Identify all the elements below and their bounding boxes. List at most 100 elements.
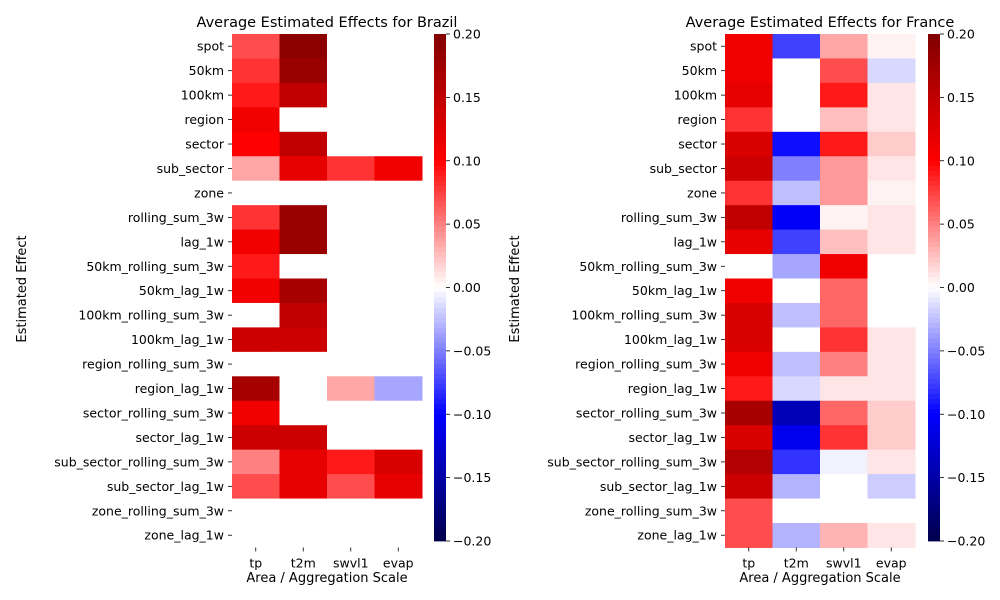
colorbar-tick-label: 0.00 (453, 280, 481, 295)
colorbar-segment (434, 312, 446, 319)
colorbar-segment (434, 84, 446, 91)
colorbar-tick-label: −0.15 (947, 470, 985, 485)
heatmap-cell (279, 34, 328, 59)
colorbar-segment (928, 419, 940, 425)
colorbar-segment (928, 216, 940, 222)
colorbar-segment (928, 140, 940, 146)
colorbar-segment (928, 388, 940, 395)
colorbar-segment (434, 206, 446, 212)
heatmap-cell (867, 254, 916, 279)
colorbar-segment (928, 99, 940, 106)
heatmap-cell (867, 278, 916, 304)
colorbar-segment (434, 277, 446, 283)
x-tick-label: swvl1 (333, 555, 369, 570)
colorbar-segment (434, 419, 446, 425)
heatmap-cell (820, 425, 868, 451)
heatmap-cell (374, 278, 423, 304)
heatmap-cell (772, 107, 821, 133)
heatmap-cell (725, 327, 773, 353)
colorbar-segment (434, 257, 446, 263)
heatmap-cell (374, 156, 423, 182)
y-tick-label: sub_sector (650, 161, 718, 176)
heatmap-cell (725, 131, 773, 157)
heatmap-cell (867, 498, 916, 524)
y-tick-label: rolling_sum_3w (128, 210, 224, 225)
colorbar-segment (928, 110, 940, 116)
heatmap-cell (725, 474, 773, 500)
y-tick-label: 50km (682, 63, 717, 78)
heatmap-cell (232, 523, 280, 548)
colorbar-segment (434, 287, 446, 293)
colorbar-segment (434, 297, 446, 304)
heatmap-cell (327, 107, 375, 133)
colorbar-segment (434, 104, 446, 111)
colorbar-segment (434, 64, 446, 70)
heatmap-cell (232, 474, 280, 500)
colorbar-segment (928, 252, 940, 258)
colorbar-segment (434, 449, 446, 456)
heatmap-cell (820, 523, 868, 548)
colorbar-segment (434, 135, 446, 141)
heatmap-cell (279, 523, 328, 548)
heatmap-cell (772, 376, 821, 402)
y-tick-label: region_lag_1w (135, 381, 224, 396)
colorbar-segment (434, 328, 446, 334)
heatmap-cell (867, 58, 916, 84)
colorbar-segment (928, 459, 940, 466)
colorbar-segment (928, 343, 940, 349)
colorbar-segment (434, 54, 446, 60)
heatmap-cell (374, 205, 423, 231)
colorbar-segment (928, 485, 940, 491)
heatmap-cell (232, 205, 280, 231)
colorbar-segment (434, 120, 446, 126)
heatmap-france: Average Estimated Effects for France spo… (508, 15, 985, 586)
colorbar-segment (434, 429, 446, 435)
colorbar-segment (928, 74, 940, 81)
colorbar-tick-label: 0.10 (453, 153, 481, 168)
heatmap-brazil: Average Estimated Effects for Brazil spo… (15, 15, 491, 586)
colorbar-segment (434, 74, 446, 81)
heatmap-cell (867, 425, 916, 451)
heatmap-cell (867, 327, 916, 353)
heatmap-cell (772, 302, 821, 328)
x-axis-label: Area / Aggregation Scale (739, 571, 900, 586)
colorbar-segment (434, 160, 446, 167)
heatmap-cell (279, 254, 328, 279)
colorbar-segment (928, 454, 940, 461)
colorbar: 0.20 0.15 0.10 0.05 0.00 −0.05 −0.10 −0.15 −0.20 (928, 27, 985, 549)
colorbar-segment (434, 89, 446, 96)
y-tick-label: sub_sector_rolling_sum_3w (54, 454, 224, 469)
heatmap-cell (820, 351, 868, 377)
colorbar-segment (434, 333, 446, 339)
colorbar-segment (434, 34, 446, 40)
heatmap-cell (374, 474, 423, 500)
colorbar-segment (928, 115, 940, 121)
colorbar-segment (928, 201, 940, 207)
colorbar: 0.20 0.15 0.10 0.05 0.00 −0.05 −0.10 −0.15 −0.20 (434, 27, 491, 549)
heatmap-cell (327, 229, 375, 255)
heatmap-cell (725, 376, 773, 402)
heatmap-cell (232, 400, 280, 426)
colorbar-segment (434, 125, 446, 131)
heatmap-cell (867, 34, 916, 59)
heatmap-cell (374, 58, 423, 84)
heatmap-cell (867, 82, 916, 108)
heatmap-cell (772, 278, 821, 304)
colorbar-segment (434, 241, 446, 248)
colorbar-segment (434, 175, 446, 182)
heatmap-cell (820, 474, 868, 500)
heatmap-cell (374, 376, 423, 402)
colorbar-segment (928, 155, 940, 162)
colorbar-segment (928, 59, 940, 65)
y-tick-label: 100km_rolling_sum_3w (78, 308, 224, 323)
y-tick-label: zone_rolling_sum_3w (92, 503, 224, 518)
colorbar-segment (434, 485, 446, 491)
colorbar-tick-label: −0.10 (453, 407, 491, 422)
heatmap-cell (232, 302, 280, 328)
colorbar-segment (434, 480, 446, 486)
colorbar-segment (434, 49, 446, 55)
colorbar-segment (434, 94, 446, 101)
colorbar-segment (434, 475, 446, 481)
heatmap-cell (374, 82, 423, 108)
heatmap-cell (327, 449, 375, 475)
